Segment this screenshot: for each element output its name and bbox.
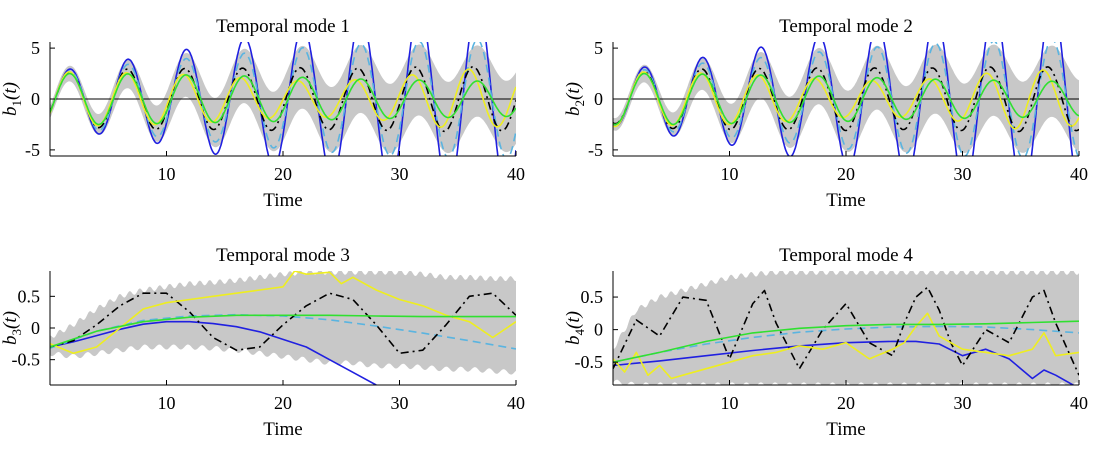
y-axis-label: b4(t)	[563, 311, 587, 345]
x-tick-label: 20	[837, 164, 855, 184]
series-line-1	[50, 42, 516, 156]
x-tick-label: 40	[507, 393, 525, 413]
x-tick-label: 30	[954, 393, 972, 413]
y-axis-label: b2(t)	[563, 82, 587, 116]
y-axis-label: b1(t)	[0, 82, 24, 116]
series-line-0	[613, 340, 1075, 385]
panel-temporal-mode-4: 10 20 30 40 -0.5 0 0.5 Temporal mode 4 Time b4(t)	[563, 245, 1088, 440]
series-line-4	[613, 320, 1079, 363]
x-tick-label: 20	[274, 164, 292, 184]
x-tick-label: 40	[1070, 393, 1088, 413]
x-tick-label: 30	[391, 164, 409, 184]
plot-area	[613, 271, 1079, 385]
panel-temporal-mode-1: 10 20 30 40 -5 0 5 Temporal mode 1 Time b1(t)	[0, 16, 525, 211]
plot-area	[50, 42, 516, 156]
uncertainty-band	[50, 271, 516, 375]
series-line-3	[613, 312, 1079, 380]
series-line-4	[613, 72, 1079, 126]
chart-title: Temporal mode 4	[779, 245, 913, 266]
x-tick-label: 20	[837, 393, 855, 413]
x-axis-label: Time	[826, 419, 865, 440]
x-tick-label: 10	[721, 393, 739, 413]
y-tick-label: 0.5	[581, 287, 604, 307]
series-line-1	[613, 325, 1079, 363]
uncertainty-band	[613, 271, 1079, 385]
y-tick-label: -5	[588, 140, 603, 160]
plot-area	[50, 271, 516, 385]
y-tick-label: 0	[594, 89, 603, 109]
x-tick-label: 30	[391, 393, 409, 413]
y-tick-label: 5	[31, 38, 40, 58]
series-line-3	[50, 271, 516, 355]
plot-area	[613, 42, 1079, 156]
x-axis-label: Time	[263, 419, 302, 440]
y-tick-label: -0.5	[575, 352, 604, 372]
x-tick-label: 10	[158, 393, 176, 413]
series-line-0	[50, 42, 516, 156]
y-tick-label: -0.5	[12, 350, 41, 370]
panel-temporal-mode-2: 10 20 30 40 -5 0 5 Temporal mode 2 Time b2(t)	[563, 16, 1088, 211]
chart-title: Temporal mode 2	[779, 16, 913, 37]
y-axis-label: b3(t)	[0, 311, 24, 345]
y-tick-label: 0	[594, 320, 603, 340]
x-tick-label: 10	[158, 164, 176, 184]
series-line-4	[50, 314, 516, 348]
x-tick-label: 10	[721, 164, 739, 184]
x-tick-label: 40	[507, 164, 525, 184]
y-tick-label: 0	[31, 89, 40, 109]
y-tick-label: 5	[594, 38, 603, 58]
y-tick-label: -5	[25, 140, 40, 160]
x-tick-label: 20	[274, 393, 292, 413]
x-tick-label: 40	[1070, 164, 1088, 184]
series-line-3	[613, 69, 1079, 130]
panel-temporal-mode-3: 10 20 30 40 -0.5 0 0.5 Temporal mode 3 Time b3(t)	[0, 245, 525, 440]
chart-title: Temporal mode 3	[216, 245, 350, 266]
chart-title: Temporal mode 1	[216, 16, 350, 37]
series-line-2	[50, 65, 516, 133]
x-axis-label: Time	[263, 190, 302, 211]
x-axis-label: Time	[826, 190, 865, 211]
x-tick-label: 30	[954, 164, 972, 184]
series-line-2	[50, 292, 516, 355]
series-line-0	[50, 320, 377, 385]
series-line-4	[50, 72, 516, 126]
y-tick-label: 0.5	[18, 286, 41, 306]
y-tick-label: 0	[31, 318, 40, 338]
